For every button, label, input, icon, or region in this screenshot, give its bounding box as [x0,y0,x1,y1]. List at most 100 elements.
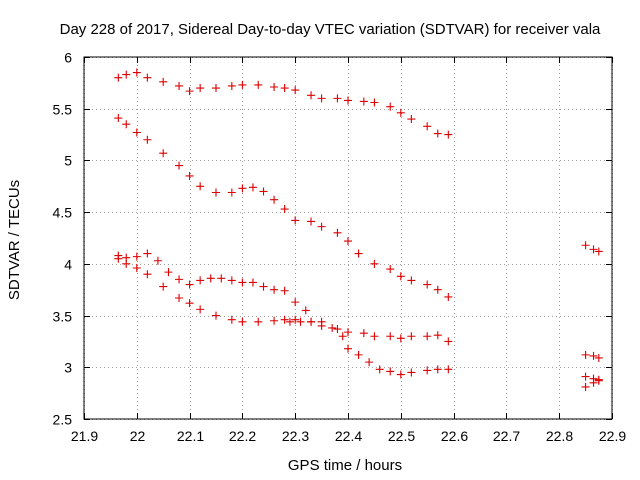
data-point [291,86,300,95]
data-point [291,315,300,324]
x-tick-label: 22.5 [388,428,415,444]
data-point [259,187,268,196]
data-point [386,332,395,341]
y-tick-label: 3.5 [53,309,73,325]
data-point [122,120,131,129]
data-point [307,91,316,100]
data-point [354,249,363,258]
x-tick-label: 22.8 [546,428,573,444]
data-point [159,282,168,291]
data-point [407,332,416,341]
data-point [175,293,184,302]
series-sat-e [285,317,453,379]
data-point [375,365,384,374]
data-point [280,205,289,214]
data-point [291,298,300,307]
data-point [344,328,352,337]
data-point [589,245,598,254]
y-tick-label: 5 [64,153,72,169]
data-point [386,367,395,376]
data-point [344,96,352,105]
data-point [132,263,141,272]
data-point [143,270,152,279]
data-point [212,84,220,93]
x-tick-label: 22.6 [441,428,468,444]
data-point [359,329,368,338]
data-point [153,256,162,265]
data-points [114,68,603,391]
data-point [280,286,289,295]
data-point [122,259,131,268]
data-point [594,375,603,384]
data-point [433,285,442,294]
x-tick-label: 22.2 [229,428,256,444]
series-sat-b [114,114,453,301]
data-point [254,80,263,89]
series-sat-g [581,350,603,362]
data-point [433,331,442,340]
data-point [370,332,379,341]
data-point [396,334,405,343]
data-point [196,305,205,314]
data-point [317,94,326,103]
data-point [132,252,141,261]
y-tick-label: 2.5 [53,412,73,428]
data-point [196,182,205,191]
data-point [581,350,590,359]
data-point [185,280,194,289]
x-tick-label: 22.1 [177,428,204,444]
y-tick-label: 4.5 [53,205,73,221]
data-point [317,222,326,231]
data-point [407,368,416,377]
data-point [132,68,141,77]
data-point [217,274,226,283]
data-point [248,278,257,287]
data-point [285,317,294,326]
x-tick-label: 22.3 [282,428,309,444]
data-point [307,217,316,226]
data-point [307,317,316,326]
data-point [396,108,405,117]
data-point [196,84,205,93]
axis-ticks: 21.9 22 22.1 22.2 22.3 22.4 22.5 22.6 22.7 22.8 22… [53,50,627,445]
data-point [270,195,279,204]
chart-title: Day 228 of 2017, Sidereal Day-to-day VTE… [60,21,601,38]
data-point [359,97,368,106]
data-point [175,161,184,170]
series-sat-i [581,375,603,391]
data-point [594,247,603,256]
data-point [280,84,289,93]
data-point [365,358,374,367]
x-tick-label: 22.4 [335,428,362,444]
data-point [407,276,416,285]
data-point [227,81,236,90]
data-point [423,280,432,289]
data-point [301,306,310,315]
data-point [114,114,123,123]
x-tick-label: 22.9 [599,428,626,444]
grid [84,57,613,420]
data-point [143,249,152,258]
y-axis-label: SDTVAR / TECUs [6,180,23,300]
x-tick-label: 22.7 [493,428,520,444]
data-point [386,265,395,274]
data-point [317,317,326,326]
data-point [114,254,123,263]
series-sat-d [114,254,453,346]
data-point [114,73,123,82]
data-point [238,80,247,89]
data-point [333,325,342,334]
data-point [423,332,432,341]
data-point [143,73,152,82]
data-point [164,268,173,277]
data-point [328,323,337,332]
data-point [143,135,152,144]
data-point [185,171,194,180]
series-sat-f [581,241,603,256]
y-tick-label: 4 [64,257,72,273]
data-point [196,276,205,285]
x-tick-label: 22 [130,428,146,444]
y-tick-label: 3 [64,360,72,376]
data-point [333,228,342,237]
data-point [175,81,184,90]
